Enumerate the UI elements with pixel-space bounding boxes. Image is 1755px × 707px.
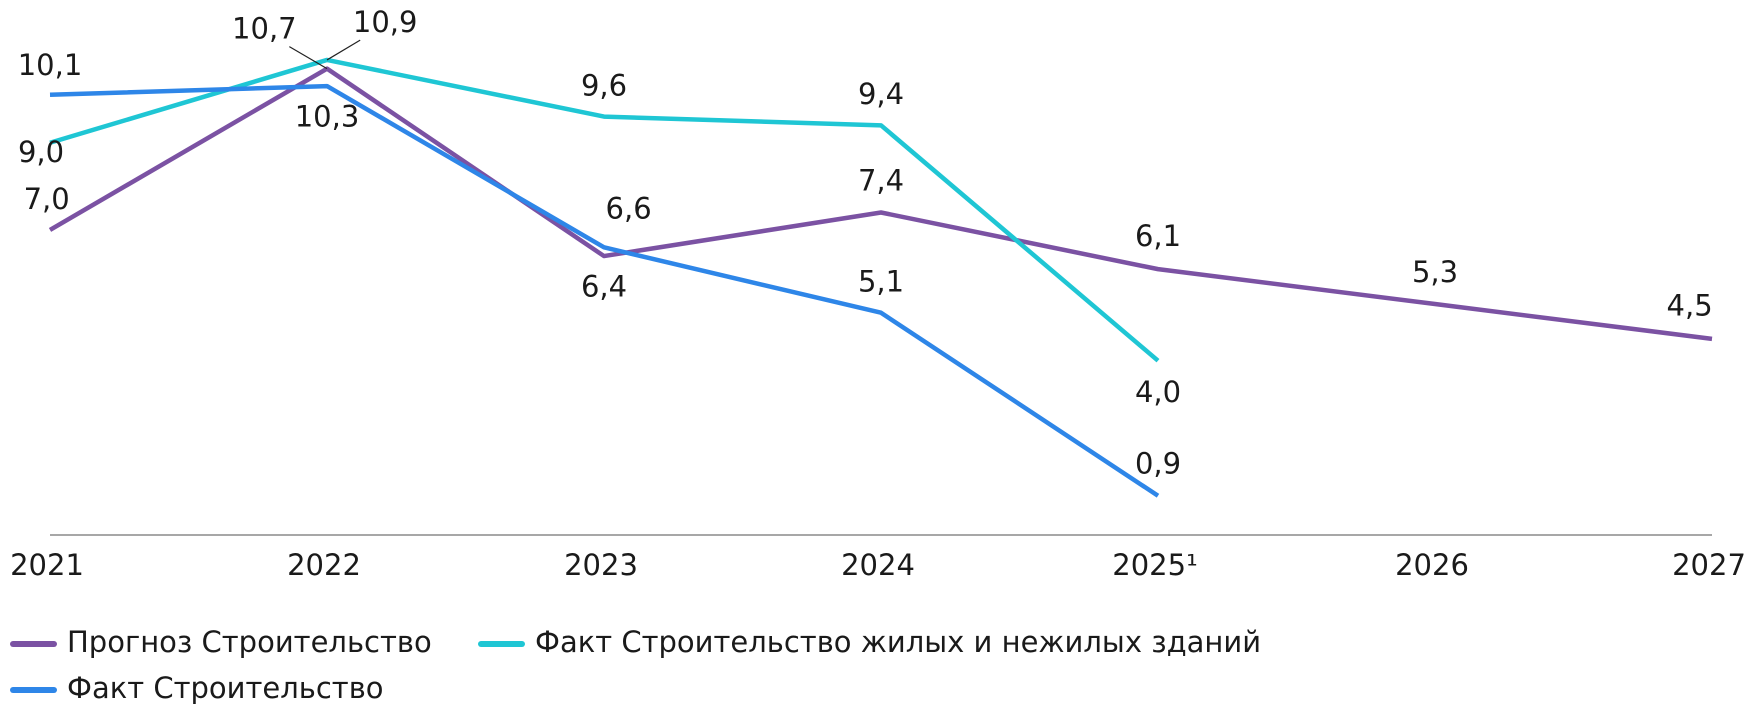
x-tick-label: 2021 (10, 548, 84, 582)
data-label: 10,7 (232, 12, 297, 46)
data-label: 6,1 (1135, 219, 1181, 253)
leader-line (326, 39, 361, 61)
legend-label: Факт Строительство (67, 671, 384, 705)
data-label: 10,3 (295, 100, 360, 134)
data-label: 0,9 (1135, 447, 1181, 481)
x-tick-label: 2024 (841, 548, 915, 582)
series-line (49, 57, 1160, 363)
data-label: 5,3 (1412, 255, 1458, 289)
x-tick-label: 2027 (1672, 548, 1746, 582)
x-tick-label: 2022 (287, 548, 361, 582)
data-label: 9,4 (858, 77, 904, 111)
data-label: 9,0 (18, 135, 64, 169)
leader-line (289, 46, 328, 70)
legend-label: Прогноз Строительство (67, 625, 432, 659)
x-tick-label: 2026 (1395, 548, 1469, 582)
data-label: 7,4 (858, 163, 904, 197)
data-label: 6,6 (606, 191, 652, 225)
x-tick-label: 2025¹ (1112, 548, 1197, 582)
data-label: 4,0 (1135, 375, 1181, 409)
data-label: 10,9 (353, 5, 418, 39)
data-label: 9,6 (581, 69, 627, 103)
series-line (49, 83, 1160, 498)
data-label: 6,4 (581, 270, 627, 304)
x-tick-label: 2023 (564, 548, 638, 582)
data-label: 10,1 (18, 48, 83, 82)
data-label: 4,5 (1667, 289, 1713, 323)
legend-label: Факт Строительство жилых и нежилых здани… (535, 625, 1261, 659)
data-label: 7,0 (24, 182, 70, 216)
data-label: 5,1 (858, 265, 904, 299)
